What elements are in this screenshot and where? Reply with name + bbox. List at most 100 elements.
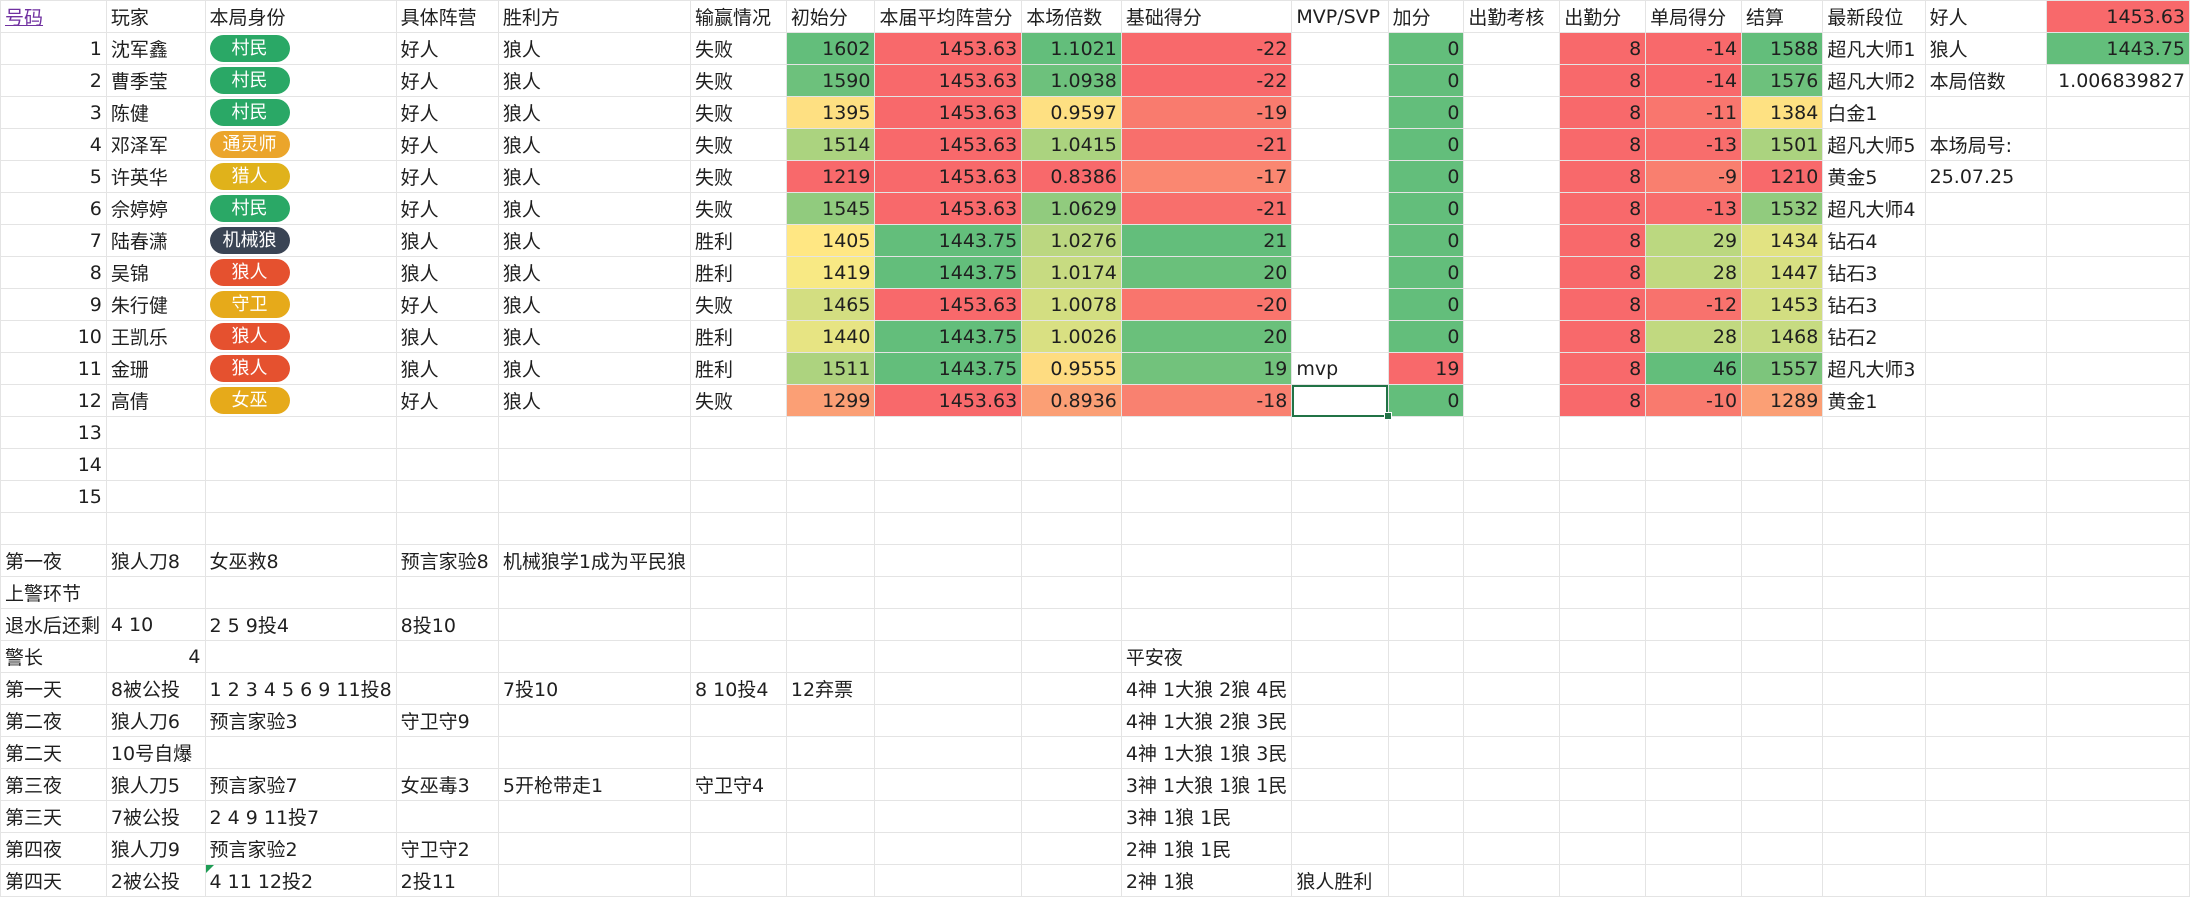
cell[interactable]: [2045, 192, 2190, 225]
single-game-score-cell[interactable]: -12: [1645, 288, 1743, 321]
log-cell[interactable]: 上警环节: [0, 576, 107, 609]
log-cell[interactable]: 4神 1大狼 1狼 3民: [1120, 736, 1293, 769]
mvp-cell[interactable]: [1291, 288, 1389, 321]
cell[interactable]: [2045, 640, 2190, 673]
cell[interactable]: [1559, 800, 1647, 833]
base-score-cell[interactable]: -22: [1120, 64, 1293, 97]
bonus-cell[interactable]: 19: [1387, 352, 1465, 385]
cell[interactable]: [1387, 576, 1465, 609]
log-cell[interactable]: 2 5 9投4: [204, 608, 397, 641]
cell[interactable]: [1387, 832, 1465, 865]
mvp-cell[interactable]: [1291, 224, 1389, 257]
attendance-points-cell[interactable]: 8: [1559, 256, 1647, 289]
log-cell[interactable]: [690, 544, 787, 577]
multiplier-cell[interactable]: 1.0174: [1021, 256, 1122, 289]
attendance-check-cell[interactable]: [1463, 192, 1561, 225]
log-cell[interactable]: [204, 736, 397, 769]
result-cell[interactable]: 失败: [690, 384, 787, 417]
camp-average-cell[interactable]: 1453.63: [874, 160, 1023, 193]
mvp-cell[interactable]: [1291, 320, 1389, 353]
log-cell[interactable]: [785, 704, 876, 737]
camp-cell[interactable]: 狼人: [395, 256, 499, 289]
mvp-cell[interactable]: [1291, 160, 1389, 193]
cell[interactable]: [105, 512, 206, 545]
log-cell[interactable]: [785, 736, 876, 769]
cell[interactable]: [874, 768, 1023, 801]
base-score-cell[interactable]: -22: [1120, 32, 1293, 65]
cell[interactable]: [1387, 640, 1465, 673]
log-cell[interactable]: 4 10: [105, 608, 206, 641]
log-cell[interactable]: [785, 640, 876, 673]
cell[interactable]: [1822, 704, 1926, 737]
player-number[interactable]: 12: [0, 384, 107, 417]
mvp-cell[interactable]: mvp: [1291, 352, 1389, 385]
camp-average-cell[interactable]: 1453.63: [874, 96, 1023, 129]
winner-cell[interactable]: 狼人: [497, 224, 692, 257]
cell[interactable]: [2045, 608, 2190, 641]
cell[interactable]: [395, 448, 499, 481]
cell[interactable]: [1741, 800, 1824, 833]
settlement-cell[interactable]: 1289: [1741, 384, 1824, 417]
single-game-score-cell[interactable]: 46: [1645, 352, 1743, 385]
log-cell[interactable]: [690, 864, 787, 897]
cell[interactable]: [874, 672, 1023, 705]
cell[interactable]: [1387, 480, 1465, 513]
camp-average-cell[interactable]: 1453.63: [874, 192, 1023, 225]
cell[interactable]: [1463, 832, 1561, 865]
settlement-cell[interactable]: 1557: [1741, 352, 1824, 385]
log-cell[interactable]: [690, 832, 787, 865]
single-game-score-cell[interactable]: -13: [1645, 192, 1743, 225]
log-cell[interactable]: 预言家验7: [204, 768, 397, 801]
log-cell[interactable]: 守卫守4: [690, 768, 787, 801]
cell[interactable]: [204, 480, 397, 513]
bonus-cell[interactable]: 0: [1387, 256, 1465, 289]
mvp-cell[interactable]: [1291, 256, 1389, 289]
cell[interactable]: [1021, 480, 1122, 513]
cell[interactable]: [1463, 768, 1561, 801]
multiplier-cell[interactable]: 0.8936: [1021, 384, 1122, 417]
cell[interactable]: [2045, 352, 2190, 385]
cell[interactable]: [1741, 448, 1824, 481]
log-cell[interactable]: 第三天: [0, 800, 107, 833]
camp-cell[interactable]: 好人: [395, 192, 499, 225]
cell[interactable]: [785, 512, 876, 545]
camp-cell[interactable]: 狼人: [395, 224, 499, 257]
cell[interactable]: [1463, 576, 1561, 609]
initial-score-cell[interactable]: 1602: [785, 32, 876, 65]
attendance-check-cell[interactable]: [1463, 256, 1561, 289]
column-header[interactable]: MVP/SVP: [1291, 0, 1389, 33]
winner-cell[interactable]: 狼人: [497, 96, 692, 129]
cell[interactable]: [1291, 448, 1389, 481]
cell[interactable]: [874, 512, 1023, 545]
cell[interactable]: [1924, 768, 2047, 801]
cell[interactable]: [1463, 864, 1561, 897]
initial-score-cell[interactable]: 1511: [785, 352, 876, 385]
cell[interactable]: [1924, 384, 2047, 417]
cell[interactable]: [1387, 512, 1465, 545]
log-cell[interactable]: 女巫毒3: [395, 768, 499, 801]
attendance-points-cell[interactable]: 8: [1559, 224, 1647, 257]
cell[interactable]: [1924, 832, 2047, 865]
cell[interactable]: [1924, 672, 2047, 705]
log-cell[interactable]: [204, 576, 397, 609]
initial-score-cell[interactable]: 1395: [785, 96, 876, 129]
attendance-check-cell[interactable]: [1463, 288, 1561, 321]
cell[interactable]: [1559, 512, 1647, 545]
attendance-points-cell[interactable]: 8: [1559, 192, 1647, 225]
cell[interactable]: [1741, 704, 1824, 737]
log-cell[interactable]: [785, 864, 876, 897]
log-cell[interactable]: [690, 640, 787, 673]
summary-cell[interactable]: 1443.75: [2045, 32, 2190, 65]
mvp-cell[interactable]: [1291, 96, 1389, 129]
cell[interactable]: [1291, 512, 1389, 545]
cell[interactable]: [204, 416, 397, 449]
mvp-cell[interactable]: [1291, 192, 1389, 225]
cell[interactable]: [1463, 640, 1561, 673]
cell[interactable]: [1463, 512, 1561, 545]
player-number[interactable]: 8: [0, 256, 107, 289]
cell[interactable]: [395, 480, 499, 513]
column-header[interactable]: 胜利方: [497, 0, 692, 33]
log-cell[interactable]: 7被公投: [105, 800, 206, 833]
cell[interactable]: [1559, 448, 1647, 481]
log-cell[interactable]: 狼人胜利: [1291, 864, 1389, 897]
